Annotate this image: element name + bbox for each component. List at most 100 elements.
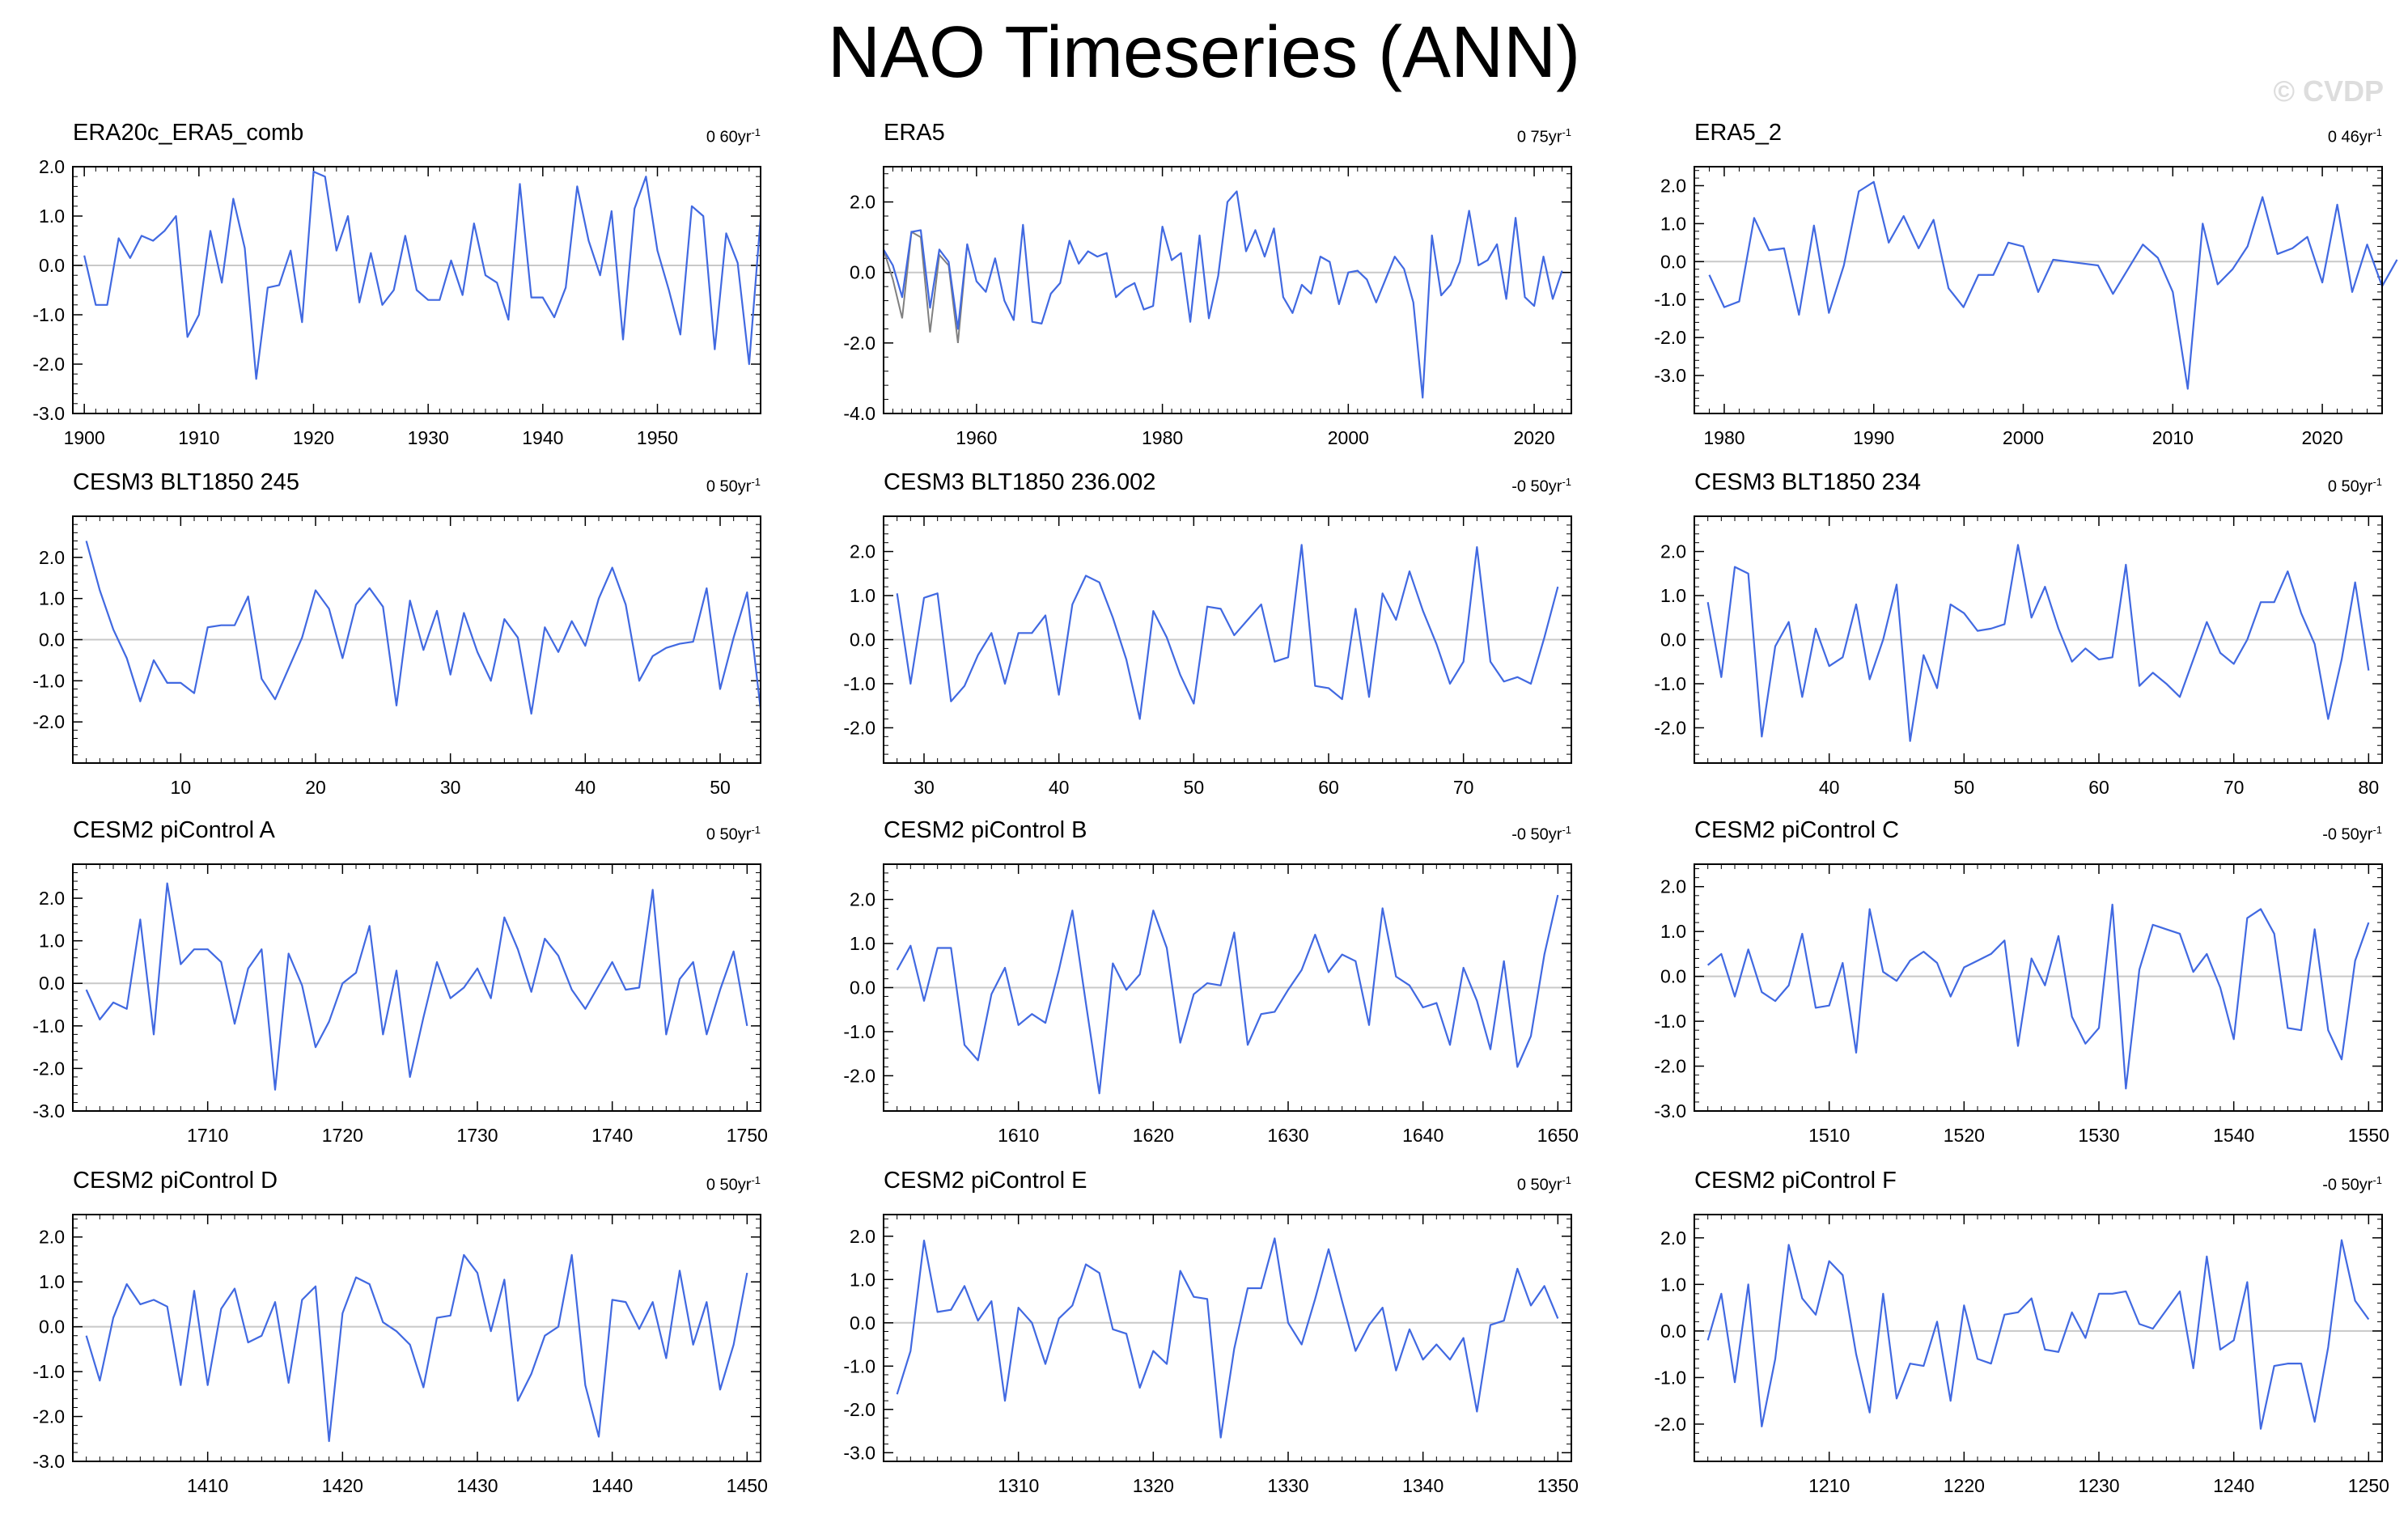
x-tick-label: 1610 xyxy=(998,1125,1039,1146)
trend-value: 0 75yr xyxy=(1516,128,1562,146)
trend-value: 0 50yr xyxy=(706,477,752,496)
panel-title: CESM3 BLT1850 245 xyxy=(73,469,299,495)
x-tick-label: 2000 xyxy=(1328,427,1369,448)
y-tick-label: 2.0 xyxy=(850,541,875,562)
trend-unit-exponent: -1 xyxy=(751,476,761,488)
trend-unit-exponent: -1 xyxy=(1562,126,1571,138)
y-tick-label: 1.0 xyxy=(850,1269,875,1290)
x-tick-label: 1710 xyxy=(187,1125,228,1146)
y-tick-label: -1.0 xyxy=(1654,1011,1686,1032)
overlay-series-line xyxy=(883,230,969,343)
y-tick-label: 2.0 xyxy=(39,547,65,568)
y-tick-label: 2.0 xyxy=(39,156,65,177)
trend-unit-exponent: -1 xyxy=(1562,824,1571,836)
panel-trend: -0 50yr-1 xyxy=(2322,1174,2382,1195)
y-tick-label: -1.0 xyxy=(32,304,65,325)
y-tick-label: -2.0 xyxy=(32,711,65,732)
x-tick-label: 70 xyxy=(2224,777,2245,798)
chart-panel: CESM2 piControl A 0 50yr-1 -3.0 -2.0 -1.0 0.0… xyxy=(0,817,793,1165)
y-tick-label: 0.0 xyxy=(39,255,65,276)
y-tick-label: 0.0 xyxy=(39,630,65,651)
x-tick-label: 1900 xyxy=(64,427,105,448)
panel-trend: 0 75yr-1 xyxy=(1517,126,1571,147)
y-tick-label: 2.0 xyxy=(1660,876,1686,897)
x-tick-label: 2020 xyxy=(2302,427,2343,448)
trend-value: 0 46yr xyxy=(2327,128,2373,146)
x-tick-label: 1740 xyxy=(591,1125,633,1146)
plot-frame xyxy=(883,515,1572,764)
y-tick-label: 2.0 xyxy=(1660,1228,1686,1249)
panel-trend: 0 60yr-1 xyxy=(706,126,761,147)
trend-value: -0 50yr xyxy=(1511,825,1562,844)
plot-frame xyxy=(72,863,761,1112)
y-tick-label: -1.0 xyxy=(1654,1367,1686,1388)
chart-svg: -2.0 -1.0 0.0 1.0 2.0 1210 1220 1230 1240 1250 xyxy=(1654,1214,2389,1496)
nao-series-line xyxy=(1708,180,2398,390)
y-tick-label: 2.0 xyxy=(39,888,65,909)
y-tick-label: 2.0 xyxy=(850,1226,875,1247)
chart-panel: CESM2 piControl C -0 50yr-1 -3.0 -2.0 -1.0 0.… xyxy=(1622,817,2408,1165)
y-tick-label: -2.0 xyxy=(843,1399,875,1420)
y-tick-label: -2.0 xyxy=(32,1058,65,1079)
x-tick-label: 1980 xyxy=(1703,427,1745,448)
y-tick-label: -3.0 xyxy=(32,1451,65,1472)
y-tick-label: 0.0 xyxy=(850,1312,875,1334)
nao-series-line xyxy=(896,544,1559,720)
x-tick-label: 1620 xyxy=(1133,1125,1174,1146)
chart-svg: -2.0 -1.0 0.0 1.0 2.0 1610 1620 1630 1640 1650 xyxy=(843,863,1579,1146)
y-tick-label: -3.0 xyxy=(32,403,65,424)
trend-unit-exponent: -1 xyxy=(751,824,761,836)
chart-panel: ERA20c_ERA5_comb 0 60yr-1 -3.0 -2.0 -1.0 0.0 1… xyxy=(0,120,793,468)
y-tick-label: -1.0 xyxy=(32,670,65,691)
chart-panel: CESM2 piControl B -0 50yr-1 -2.0 -1.0 0.0 1.0… xyxy=(811,817,1604,1165)
y-tick-label: 2.0 xyxy=(1660,541,1686,562)
x-tick-label: 2000 xyxy=(2003,427,2044,448)
nao-series-line xyxy=(85,541,762,715)
panel-trend: 0 50yr-1 xyxy=(2328,476,2382,497)
watermark: © CVDP xyxy=(2273,74,2384,108)
y-tick-label: -4.0 xyxy=(843,403,875,424)
x-tick-label: 1930 xyxy=(408,427,449,448)
trend-value: -0 50yr xyxy=(1511,477,1562,496)
y-tick-label: 0.0 xyxy=(850,977,875,999)
nao-series-line xyxy=(83,170,762,380)
x-tick-label: 1640 xyxy=(1402,1125,1444,1146)
x-tick-label: 1940 xyxy=(522,427,563,448)
panel-trend: 0 50yr-1 xyxy=(706,1174,761,1195)
panel-title: CESM3 BLT1850 236.002 xyxy=(884,469,1156,495)
chart-panel: CESM2 piControl F -0 50yr-1 -2.0 -1.0 0.0 1.0… xyxy=(1622,1168,2408,1516)
y-tick-label: -3.0 xyxy=(32,1100,65,1122)
chart-svg: -3.0 -2.0 -1.0 0.0 1.0 2.0 1710 1720 1730 1740 175… xyxy=(32,863,768,1146)
x-tick-label: 1910 xyxy=(178,427,219,448)
y-tick-label: -2.0 xyxy=(1654,1414,1686,1435)
x-tick-label: 1350 xyxy=(1537,1475,1579,1496)
trend-unit-exponent: -1 xyxy=(2372,126,2382,138)
chart-svg: -2.0 -1.0 0.0 1.0 2.0 40 50 60 70 80 xyxy=(1654,515,2383,798)
chart-svg: -3.0 -2.0 -1.0 0.0 1.0 2.0 1510 1520 1530 1540 155… xyxy=(1654,863,2389,1146)
y-tick-label: 1.0 xyxy=(1660,213,1686,234)
x-tick-label: 70 xyxy=(1453,777,1474,798)
y-tick-label: 0.0 xyxy=(850,630,875,651)
x-tick-label: 1410 xyxy=(187,1475,228,1496)
x-tick-label: 1530 xyxy=(2078,1125,2119,1146)
chart-panel: CESM3 BLT1850 245 0 50yr-1 -2.0 -1.0 0.0 1.0 2… xyxy=(0,469,793,817)
chart-panel: CESM2 piControl D 0 50yr-1 -3.0 -2.0 -1.0 0.0… xyxy=(0,1168,793,1516)
panel-trend: -0 50yr-1 xyxy=(2322,824,2382,845)
y-tick-label: -2.0 xyxy=(1654,1056,1686,1077)
panel-trend: -0 50yr-1 xyxy=(1511,824,1571,845)
nao-series-line xyxy=(1706,1239,2370,1430)
panel-title: CESM2 piControl F xyxy=(1694,1168,1897,1194)
y-tick-label: -1.0 xyxy=(1654,673,1686,694)
nao-series-line xyxy=(1706,903,2370,1090)
x-tick-label: 40 xyxy=(575,777,596,798)
y-tick-label: -1.0 xyxy=(843,673,875,694)
chart-svg: -3.0 -2.0 -1.0 0.0 1.0 2.0 1310 1320 1330 1340 135… xyxy=(843,1214,1579,1496)
y-tick-label: 0.0 xyxy=(1660,630,1686,651)
nao-series-line xyxy=(85,1253,748,1443)
y-tick-label: -2.0 xyxy=(1654,717,1686,738)
x-tick-label: 1210 xyxy=(1808,1475,1850,1496)
y-tick-label: 0.0 xyxy=(1660,1321,1686,1342)
panel-title: ERA20c_ERA5_comb xyxy=(73,120,304,146)
panel-trend: 0 50yr-1 xyxy=(1517,1174,1571,1195)
trend-value: -0 50yr xyxy=(2322,825,2373,844)
